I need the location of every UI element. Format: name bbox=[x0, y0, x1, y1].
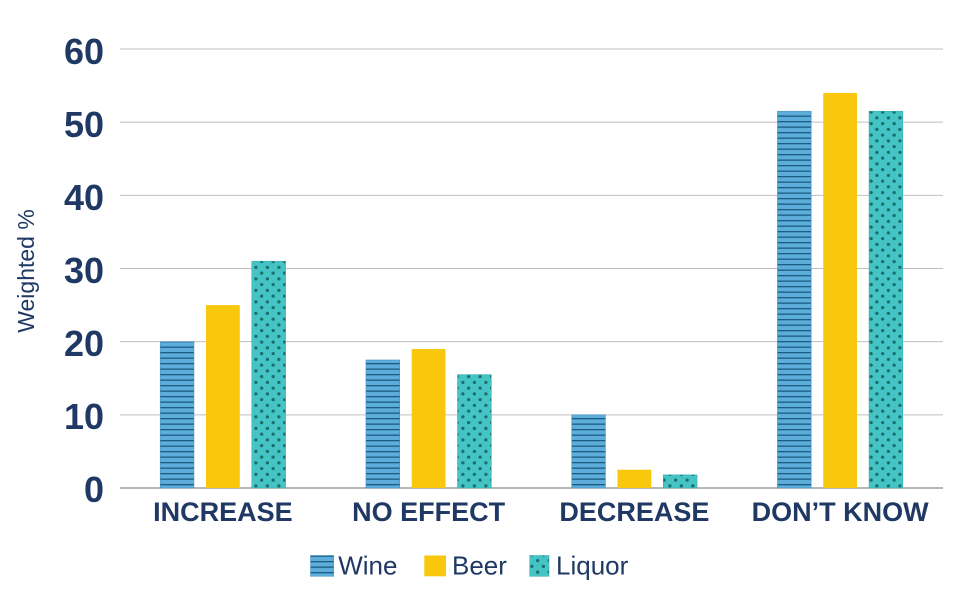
svg-text:50: 50 bbox=[64, 104, 104, 145]
svg-text:0: 0 bbox=[84, 469, 104, 510]
svg-text:10: 10 bbox=[64, 396, 104, 437]
svg-text:Wine: Wine bbox=[338, 551, 397, 581]
svg-text:Weighted %: Weighted % bbox=[13, 209, 39, 333]
svg-text:Liquor: Liquor bbox=[556, 551, 629, 581]
svg-text:60: 60 bbox=[64, 31, 104, 72]
svg-text:DECREASE: DECREASE bbox=[559, 497, 709, 527]
svg-text:30: 30 bbox=[64, 250, 104, 291]
svg-text:40: 40 bbox=[64, 177, 104, 218]
svg-text:INCREASE: INCREASE bbox=[153, 497, 293, 527]
svg-text:Beer: Beer bbox=[452, 551, 507, 581]
svg-text:20: 20 bbox=[64, 323, 104, 364]
svg-text:NO EFFECT: NO EFFECT bbox=[352, 497, 506, 527]
svg-text:DON’T KNOW: DON’T KNOW bbox=[752, 497, 929, 527]
